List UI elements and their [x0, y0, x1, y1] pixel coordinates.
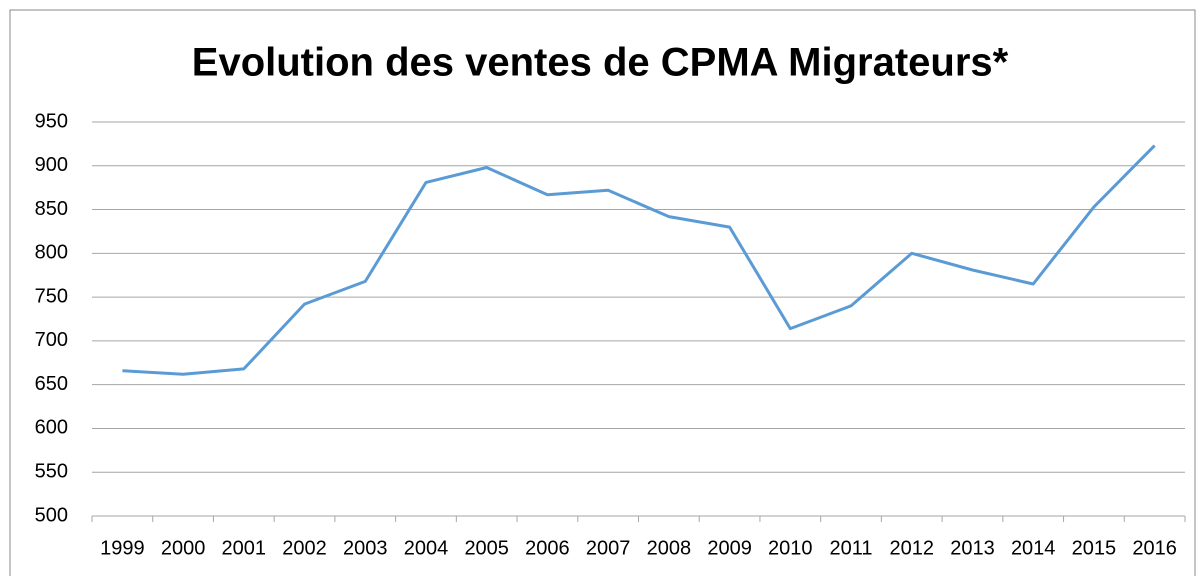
- y-tick-label: 750: [35, 285, 68, 307]
- x-tick-label: 2006: [525, 537, 570, 559]
- y-tick-label: 700: [35, 329, 68, 351]
- x-tick-label: 2015: [1072, 537, 1117, 559]
- line-series: [122, 144, 1156, 376]
- x-tick-label: 2016: [1132, 537, 1177, 559]
- x-tick-label: 2007: [586, 537, 631, 559]
- y-tick-label: 500: [35, 504, 68, 526]
- y-tick-label: 800: [35, 242, 68, 264]
- x-tick-label: 1999: [100, 537, 145, 559]
- x-tick-label: 2011: [830, 537, 873, 559]
- y-tick-label: 550: [35, 461, 68, 483]
- x-tick-label: 2005: [464, 537, 509, 559]
- x-tick-label: 2012: [890, 537, 935, 559]
- y-tick-label: 900: [35, 154, 68, 176]
- x-tick-label: 2001: [222, 537, 267, 559]
- y-tick-label: 600: [35, 417, 68, 439]
- y-tick-label: 950: [35, 110, 68, 132]
- x-tick-label: 2004: [404, 537, 449, 559]
- x-tick-label: 2000: [161, 537, 206, 559]
- x-tick-label: 2013: [950, 537, 995, 559]
- chart-frame: [9, 9, 1196, 576]
- y-tick-label: 850: [35, 198, 68, 220]
- chart-title: Evolution des ventes de CPMA Migrateurs*: [192, 41, 1009, 85]
- x-tick-label: 2002: [282, 537, 327, 559]
- y-tick-label: 650: [35, 373, 68, 395]
- x-tick-label: 2003: [343, 537, 388, 559]
- x-tick-label: 2008: [647, 537, 692, 559]
- x-tick-label: 2010: [768, 537, 813, 559]
- x-tick-label: 2009: [707, 537, 752, 559]
- x-tick-label: 2014: [1011, 537, 1056, 559]
